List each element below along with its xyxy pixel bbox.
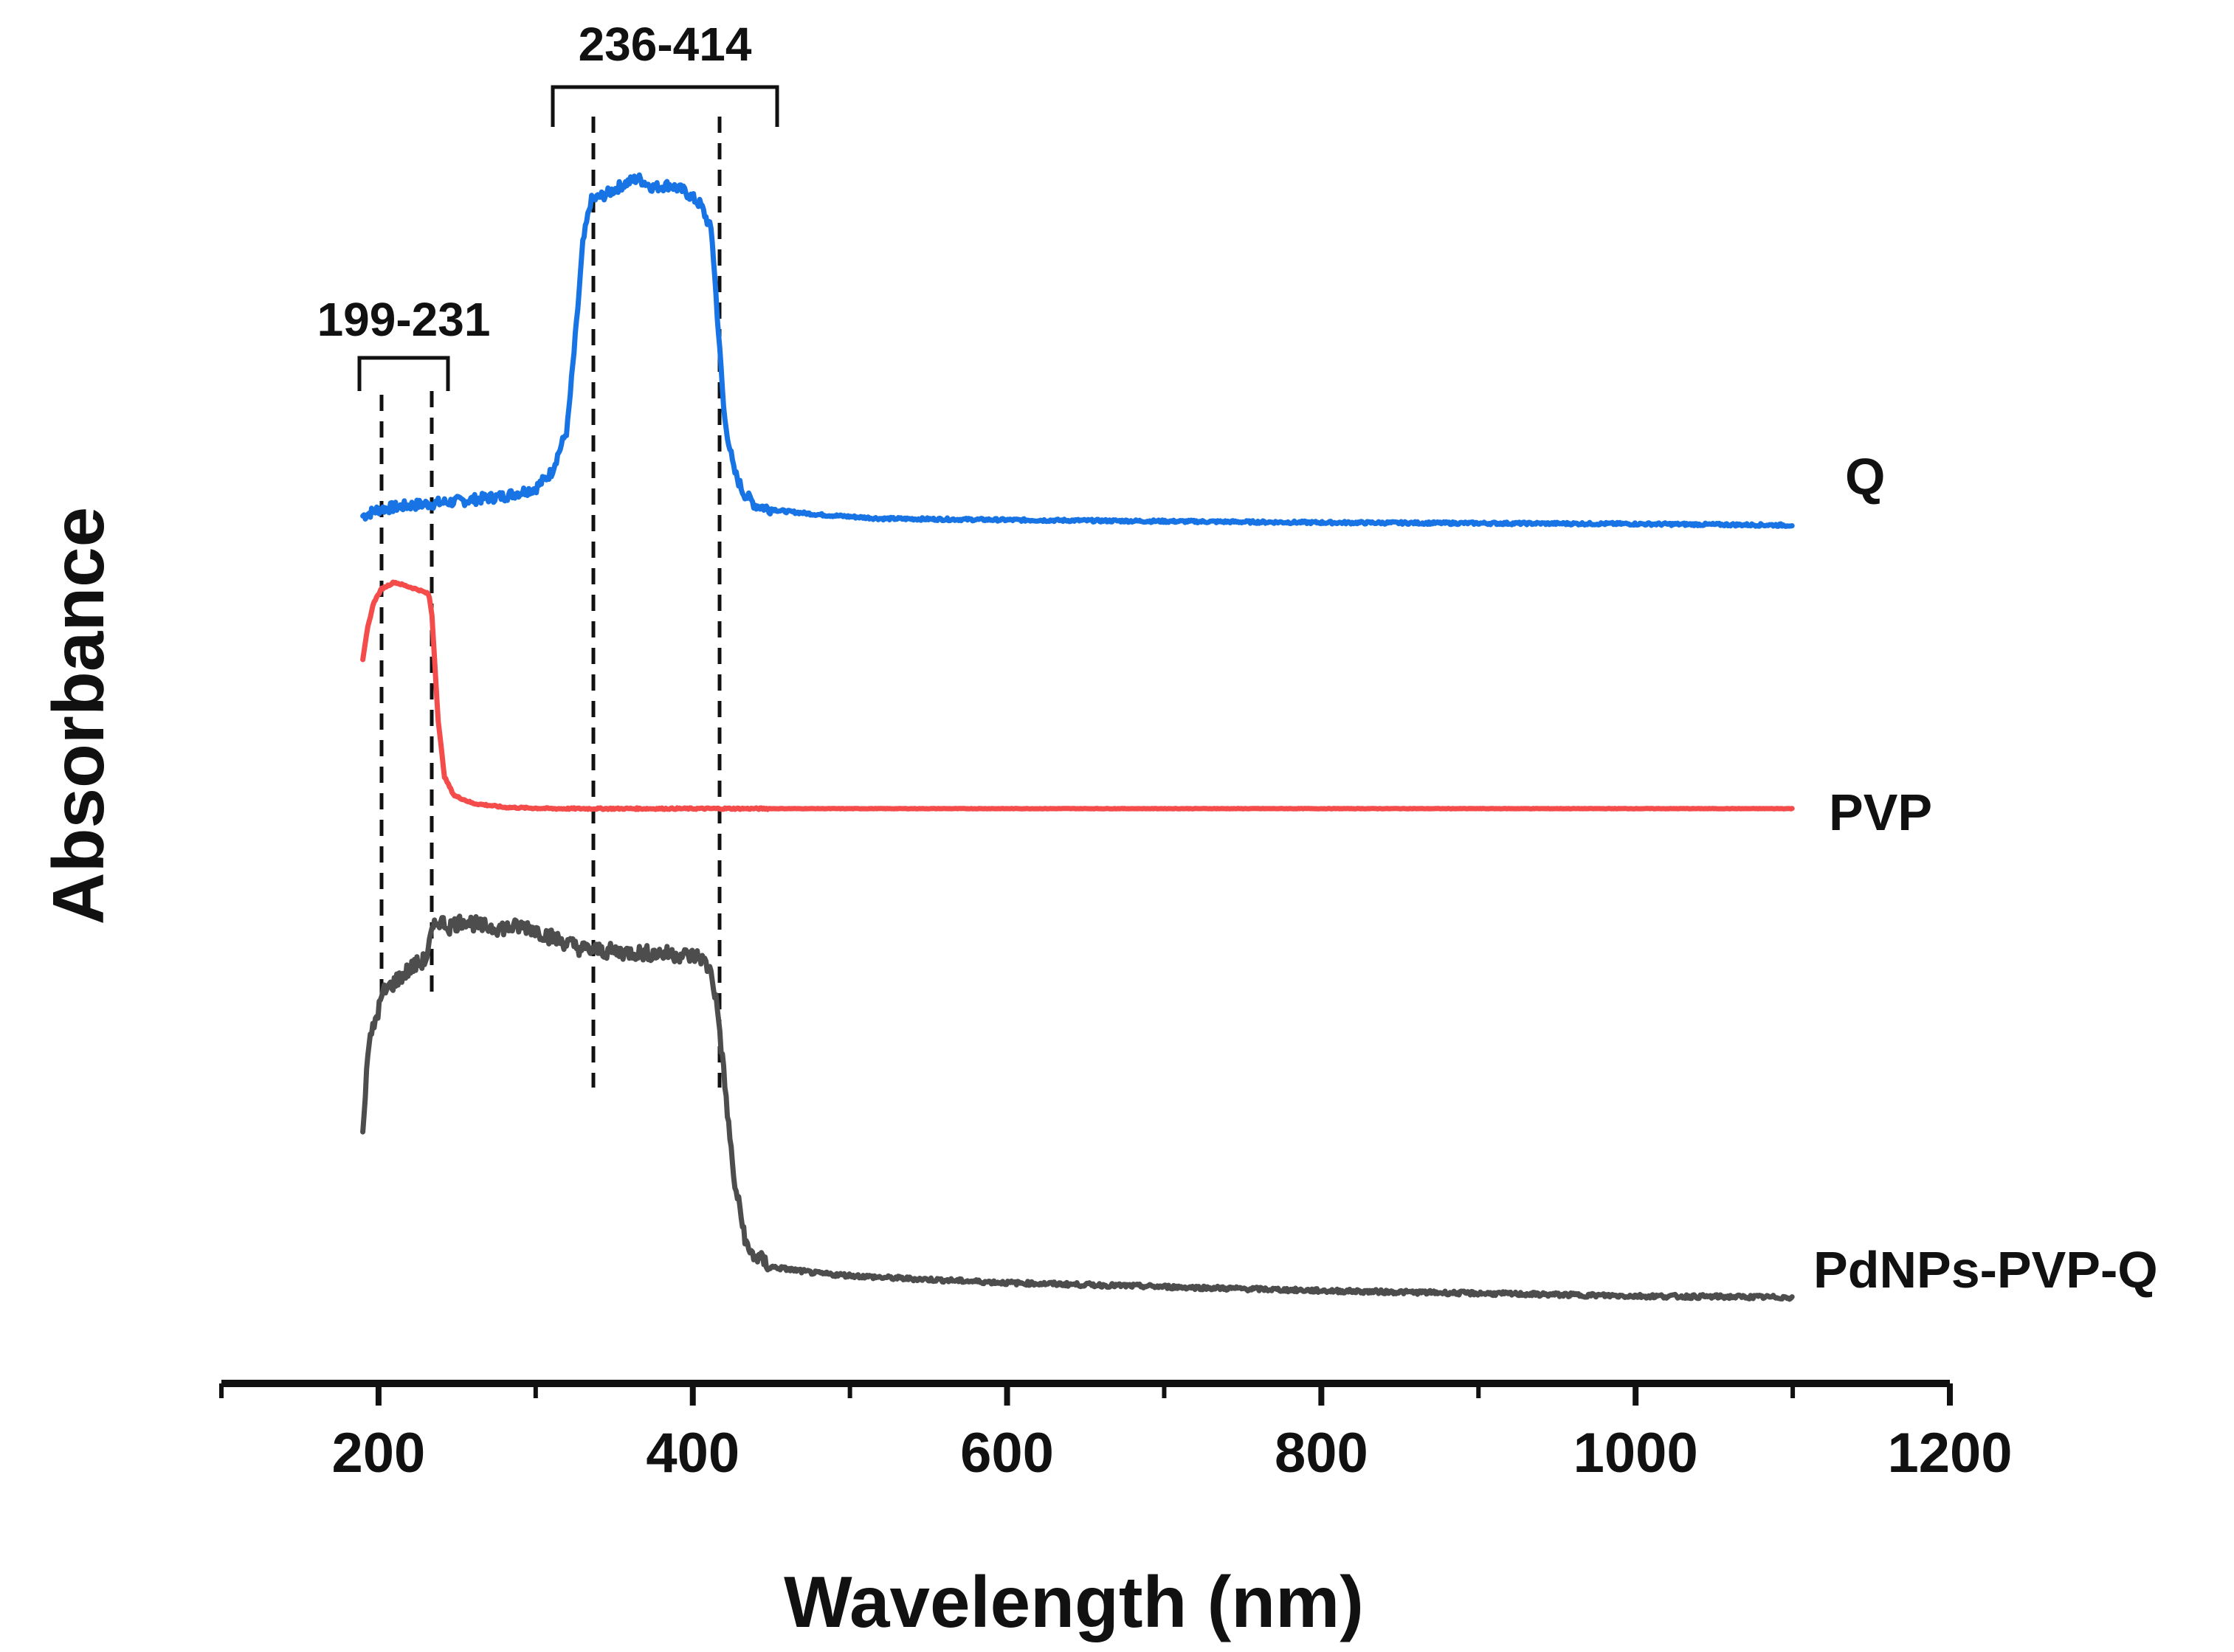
reference-lines <box>379 117 722 1088</box>
bracket-annotations: 199-231 236-414 <box>317 18 779 391</box>
bracket-199-231-label: 199-231 <box>317 293 491 346</box>
x-tick-label-1000: 1000 <box>1573 1422 1698 1485</box>
x-tick-label-1200: 1200 <box>1887 1422 2012 1485</box>
series-line-q <box>360 172 1795 529</box>
series-label-q: Q <box>1845 448 1885 505</box>
x-axis-label: Wavelength (nm) <box>784 1561 1364 1642</box>
bracket-236-414 <box>551 85 779 127</box>
x-tick-label-400: 400 <box>646 1422 740 1485</box>
series-label-pdnps-pvp-q: PdNPs-PVP-Q <box>1813 1241 2158 1299</box>
series-line-pdnps-pvp-q <box>360 913 1795 1302</box>
x-tick-label-200: 200 <box>332 1422 426 1485</box>
series-line-pvp <box>360 579 1795 812</box>
series-labels: Q PVP PdNPs-PVP-Q <box>1813 448 2158 1299</box>
y-axis-label: Absorbance <box>38 507 119 925</box>
series-label-pvp: PVP <box>1829 784 1932 841</box>
bracket-236-414-label: 236-414 <box>579 18 752 71</box>
x-tick-label-600: 600 <box>960 1422 1054 1485</box>
x-axis: 200 400 600 800 1000 1200 <box>219 1380 2013 1485</box>
bracket-199-231 <box>357 356 450 391</box>
series-layer <box>360 172 1795 1302</box>
x-tick-label-800: 800 <box>1275 1422 1368 1485</box>
